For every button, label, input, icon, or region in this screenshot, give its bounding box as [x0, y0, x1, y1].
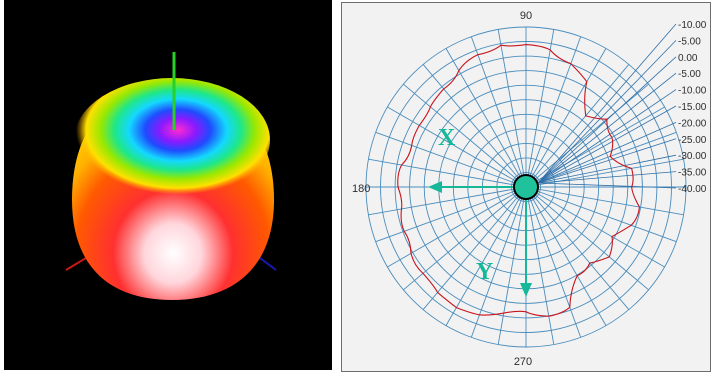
scale-leader	[537, 182, 677, 189]
angle-label-left: 180	[352, 183, 370, 195]
pattern-cap	[74, 78, 270, 202]
scale-leader	[537, 72, 677, 184]
scale-leader	[537, 154, 677, 184]
scale-leader	[537, 23, 677, 184]
x-arrow-label: X	[438, 125, 456, 151]
scale-label: -15.00	[678, 102, 707, 113]
scale-label: -25.00	[678, 135, 707, 146]
x-arrow-head	[428, 181, 442, 193]
axis-arrows: XY	[428, 125, 539, 297]
scale-label: -10.00	[678, 86, 707, 97]
scale-leader	[537, 89, 677, 184]
radiation-pattern-3d	[4, 0, 332, 370]
scale-leader	[537, 40, 677, 184]
pattern-3d-svg	[65, 52, 277, 300]
scale-leader	[537, 171, 677, 184]
trace-line	[397, 44, 640, 317]
scale-label: -30.00	[678, 151, 707, 162]
scale-leader	[537, 138, 677, 184]
scale-leader	[537, 122, 677, 184]
y-arrow-head	[520, 283, 532, 297]
scale-label: 0.00	[678, 53, 698, 64]
y-arrow-label: Y	[476, 259, 493, 285]
polar-chart: -10.00 -5.00 0.00 -5.00 -10.00 -15.00 -20.00 -2…	[352, 10, 707, 368]
polar-pattern-panel: -10.00 -5.00 0.00 -5.00 -10.00 -15.00 -20.00 -2…	[341, 2, 711, 372]
pattern-trace	[397, 44, 640, 317]
scale-label: -35.00	[678, 168, 707, 179]
angle-label-bottom: 270	[514, 356, 532, 368]
scale-label: -5.00	[678, 36, 701, 47]
angle-label-top: 90	[520, 10, 532, 22]
scale-leader	[537, 105, 677, 184]
scale-label: -10.00	[678, 20, 707, 31]
center-marker	[513, 174, 539, 200]
scale-label: -40.00	[678, 184, 707, 195]
scale-label: -20.00	[678, 118, 707, 129]
scale-label: -5.00	[678, 69, 701, 80]
